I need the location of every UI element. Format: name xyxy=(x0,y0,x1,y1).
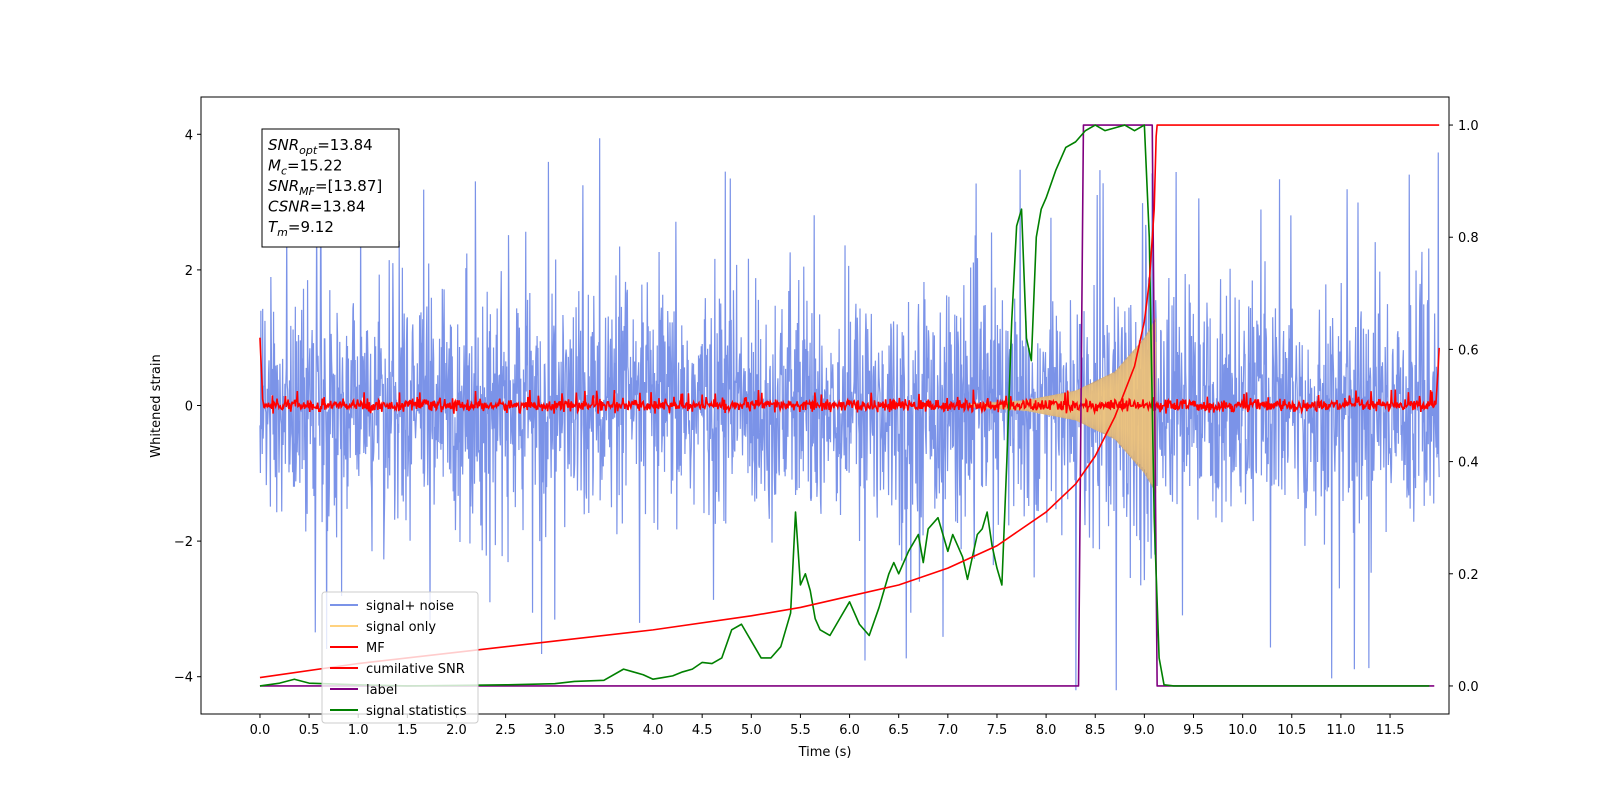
info-line: Mc=15.22 xyxy=(268,157,343,178)
x-tick-label: 10.0 xyxy=(1228,723,1257,738)
x-tick-label: 6.0 xyxy=(839,723,860,738)
info-subscript: c xyxy=(281,165,287,178)
info-box-lines: SNRopt=13.84Mc=15.22SNRMF=[13.87]CSNR=13… xyxy=(268,136,382,239)
legend-frame xyxy=(321,591,479,724)
y-tick-label-left: −2 xyxy=(174,535,193,550)
series-signal-statistics-line xyxy=(259,124,1430,687)
y-tick-label-left: 4 xyxy=(185,128,193,143)
x-tick-label: 4.5 xyxy=(692,723,713,738)
x-tick-label: 8.5 xyxy=(1085,723,1106,738)
info-subscript: MF xyxy=(299,185,315,198)
y-tick-label-left: 0 xyxy=(185,400,193,415)
info-line: SNRopt=13.84 xyxy=(268,136,373,157)
y-tick-label-right: 0.8 xyxy=(1458,231,1479,246)
info-value: =15.22 xyxy=(287,157,343,175)
x-tick-label: 0.5 xyxy=(299,723,320,738)
x-tick-label: 3.0 xyxy=(544,723,565,738)
info-symbol: CSNR xyxy=(268,198,310,216)
legend-label: signal+ noise xyxy=(366,599,454,614)
info-line: Tm=9.12 xyxy=(268,218,334,239)
legend-label: label xyxy=(366,683,397,698)
legend-entries: signal+ noise signal only MF cumilative SNR… xyxy=(330,599,467,719)
y-tick-label-left: −4 xyxy=(174,671,193,686)
info-box-frame xyxy=(261,128,400,248)
info-symbol: T xyxy=(268,218,279,236)
plot-data-layer xyxy=(259,124,1440,691)
x-tick-label: 5.5 xyxy=(790,723,811,738)
x-tick-label: 8.0 xyxy=(1036,723,1057,738)
x-tick-label: 9.5 xyxy=(1183,723,1204,738)
legend: signal+ noise signal only MF cumilative SNR… xyxy=(321,591,479,724)
info-symbol: M xyxy=(268,157,281,175)
x-tick-label: 11.0 xyxy=(1326,723,1355,738)
info-subscript: opt xyxy=(299,144,318,157)
legend-label: signal statistics xyxy=(366,704,467,719)
series-mf-line xyxy=(259,337,1440,416)
x-tick-label: 10.5 xyxy=(1277,723,1306,738)
y-tick-label-right: 0.4 xyxy=(1458,456,1479,471)
legend-label: MF xyxy=(366,641,385,656)
info-line: SNRMF=[13.87] xyxy=(268,177,382,198)
info-symbol: SNR xyxy=(268,177,299,195)
y-tick-label-left: 2 xyxy=(185,264,193,279)
x-tick-label: 4.0 xyxy=(643,723,664,738)
x-tick-label: 7.5 xyxy=(987,723,1008,738)
legend-label: cumilative SNR xyxy=(366,662,465,677)
info-subscript: m xyxy=(277,226,288,239)
x-tick-label: 1.5 xyxy=(397,723,418,738)
x-tick-label: 2.0 xyxy=(446,723,467,738)
y-tick-label-right: 0.2 xyxy=(1458,568,1479,583)
x-tick-label: 1.0 xyxy=(348,723,369,738)
x-tick-label: 7.0 xyxy=(937,723,958,738)
series-cumulative-snr-line xyxy=(259,124,1440,679)
axes-layer: 0.0 0.5 1.0 1.5 2.0 2.5 3.0 3.5 4.0 4.5 5.0 5.5 6.0 6… xyxy=(174,119,1479,738)
x-axis-label: Time (s) xyxy=(798,745,852,760)
x-tick-label: 2.5 xyxy=(495,723,516,738)
x-tick-label: 11.5 xyxy=(1376,723,1405,738)
y-tick-label-right: 1.0 xyxy=(1458,119,1479,134)
legend-label: signal only xyxy=(366,620,436,635)
x-tick-label: 0.0 xyxy=(250,723,271,738)
y-tick-label-right: 0.6 xyxy=(1458,343,1479,358)
info-value: =13.84 xyxy=(310,198,366,216)
x-tick-label: 6.5 xyxy=(888,723,909,738)
x-tick-label: 5.0 xyxy=(741,723,762,738)
info-value: =[13.87] xyxy=(315,177,382,195)
y-axis-label: Whitened strain xyxy=(149,354,164,457)
info-box: SNRopt=13.84Mc=15.22SNRMF=[13.87]CSNR=13… xyxy=(261,128,400,248)
info-line: CSNR=13.84 xyxy=(268,198,365,216)
info-value: =9.12 xyxy=(288,218,334,236)
x-tick-label: 3.5 xyxy=(594,723,615,738)
info-symbol: SNR xyxy=(268,136,299,154)
y-tick-label-right: 0.0 xyxy=(1458,680,1479,695)
info-value: =13.84 xyxy=(317,136,373,154)
x-tick-label: 9.0 xyxy=(1134,723,1155,738)
